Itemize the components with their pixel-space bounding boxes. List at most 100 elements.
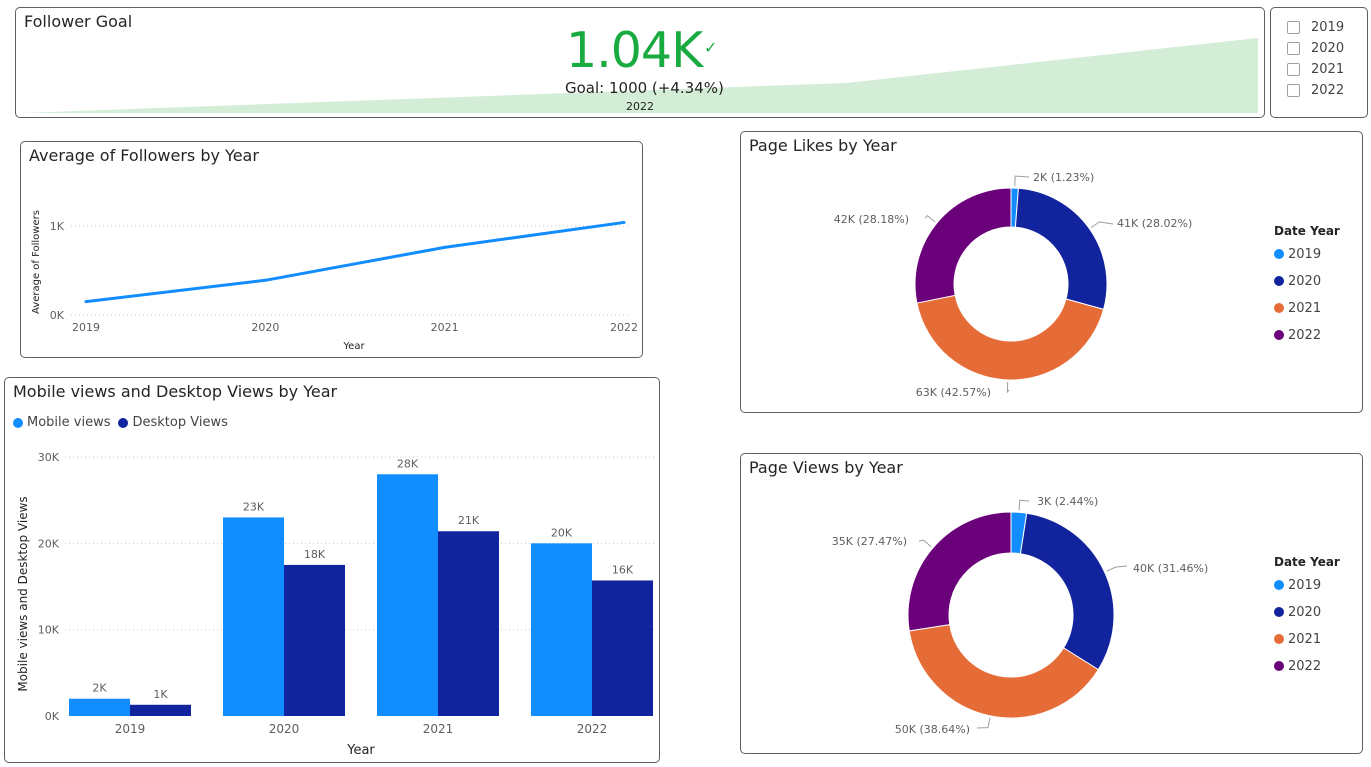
slicer-item-label: 2021 [1311,62,1345,77]
y-tick-label: 10K [38,624,60,637]
slicer-item-2020[interactable]: 2020 [1287,41,1344,56]
bar-mobile-2019 [69,698,130,716]
slice-2020 [1014,187,1108,310]
legend-dot [1274,330,1284,340]
legend-dot [1274,607,1284,617]
year-slicer[interactable]: 2019 2020 2021 2022 [1270,7,1368,118]
y-tick-label: 20K [38,537,60,550]
slice-2021 [908,624,1100,719]
bar-desktop-2019 [130,704,191,716]
checkbox[interactable] [1287,42,1300,55]
bar-legend: Mobile views Desktop Views [13,415,228,430]
page-views-donut: 3K (2.44%) 40K (31.46%) 50K (38.64%) 35K (2… [832,495,1340,736]
legend-label-2020: 2020 [1288,605,1321,620]
page-likes-card[interactable]: Page Likes by Year 2K (1.23%) 41K (28.02%… [740,131,1363,413]
leader-line [1018,499,1030,511]
kpi-goal: Goal: 1000 (+4.34%) [565,79,724,97]
followers-line-card[interactable]: Average of Followers by Year 0K 1K 2019 202… [20,141,643,358]
y-tick-label: 0K [45,710,60,723]
series-line [85,220,625,304]
data-point [443,245,447,249]
bar-chart-title: Mobile views and Desktop Views by Year [13,382,338,401]
bar-mobile-2021 [377,474,438,716]
data-label: 16K [612,563,634,576]
x-tick-label: 2022 [610,321,638,334]
leader-line [1106,565,1128,572]
legend-label-desktop[interactable]: Desktop Views [132,415,228,430]
slice-2020 [1019,512,1115,671]
x-tick-label: 2021 [423,722,454,736]
legend-dot [1274,249,1284,259]
slice-data-label: 3K (2.44%) [1037,495,1098,508]
bar-mobile-2020 [223,517,284,716]
data-label: 20K [551,526,573,539]
data-label: 23K [243,500,265,513]
checkmark-icon: ✓ [704,38,718,57]
slicer-item-label: 2019 [1311,20,1345,35]
legend-title: Date Year [1274,224,1340,238]
legend-label-2021: 2021 [1288,632,1321,647]
followers-line-chart: 0K 1K 2019 2020 2021 2022 Year Average of Follo… [31,210,638,352]
slice-data-label: 2K (1.23%) [1033,171,1094,184]
checkbox[interactable] [1287,21,1300,34]
page-views-card[interactable]: Page Views by Year 3K (2.44%) 40K (31.46%… [740,453,1363,754]
page-likes-donut: 2K (1.23%) 41K (28.02%) 63K (42.57%) 42K (2… [834,171,1340,399]
bar-mobile-2022 [531,543,592,716]
x-axis-title: Year [346,743,375,758]
data-label: 18K [304,548,326,561]
y-axis-title: Mobile views and Desktop Views [16,496,30,691]
slicer-item-2019[interactable]: 2019 [1287,20,1344,35]
slice-data-label: 42K (28.18%) [834,213,909,226]
legend-dot [1274,303,1284,313]
leader-line [918,539,932,548]
leader-line [924,214,936,223]
line-chart-title: Average of Followers by Year [29,146,259,165]
data-label: 1K [153,688,168,701]
bar-desktop-2020 [284,564,345,716]
kpi-trend-fill [22,38,1258,113]
legend-dot [1274,661,1284,671]
x-tick-label: 2020 [269,722,300,736]
legend-dot [1274,580,1284,590]
legend-label-2021: 2021 [1288,301,1321,316]
slice-data-label: 50K (38.64%) [895,723,970,736]
data-point [622,220,626,224]
data-point [84,300,88,304]
checkbox[interactable] [1287,63,1300,76]
legend-dot [118,417,129,428]
kpi-trend-area [22,38,1258,113]
legend-dot [1274,634,1284,644]
checkbox[interactable] [1287,84,1300,97]
slice-data-label: 40K (31.46%) [1133,562,1208,575]
x-tick-label: 2021 [431,321,459,334]
slice-data-label: 41K (28.02%) [1117,217,1192,230]
slicer-item-2021[interactable]: 2021 [1287,62,1344,77]
legend-dot [1274,276,1284,286]
bar-desktop-2022 [592,580,653,716]
leader-line [976,717,991,729]
follower-goal-card[interactable]: Follower Goal 1.04K ✓ Goal: 1000 (+4.34%… [15,7,1265,118]
x-axis-title: Year [342,341,365,352]
slicer-item-2022[interactable]: 2022 [1287,83,1344,98]
kpi-title: Follower Goal [24,12,133,31]
leader-line [1014,175,1030,187]
legend-label-2019: 2019 [1288,578,1321,593]
views-bar-card[interactable]: Mobile views and Desktop Views by Year M… [4,377,660,763]
legend-label-2022: 2022 [1288,659,1321,674]
slicer-item-label: 2022 [1311,83,1345,98]
views-bar-chart: 0K 10K 20K 30K 2K 1K 2019 23K 18K 2020 28K 21K 2021 2… [16,451,655,758]
x-tick-label: 2020 [251,321,279,334]
leader-line [1006,381,1010,394]
y-tick-label: 0K [50,309,65,322]
slice-2022 [914,187,1012,304]
slice-2022 [907,511,1012,632]
legend-label-mobile[interactable]: Mobile views [27,415,111,430]
legend-title: Date Year [1274,555,1340,569]
kpi-period: 2022 [626,100,654,113]
legend-dot [13,417,23,428]
x-tick-label: 2019 [115,722,146,736]
slice-data-label: 35K (27.47%) [832,535,907,548]
y-tick-label: 1K [50,220,65,233]
slicer-item-label: 2020 [1311,41,1345,56]
x-tick-label: 2022 [577,722,608,736]
